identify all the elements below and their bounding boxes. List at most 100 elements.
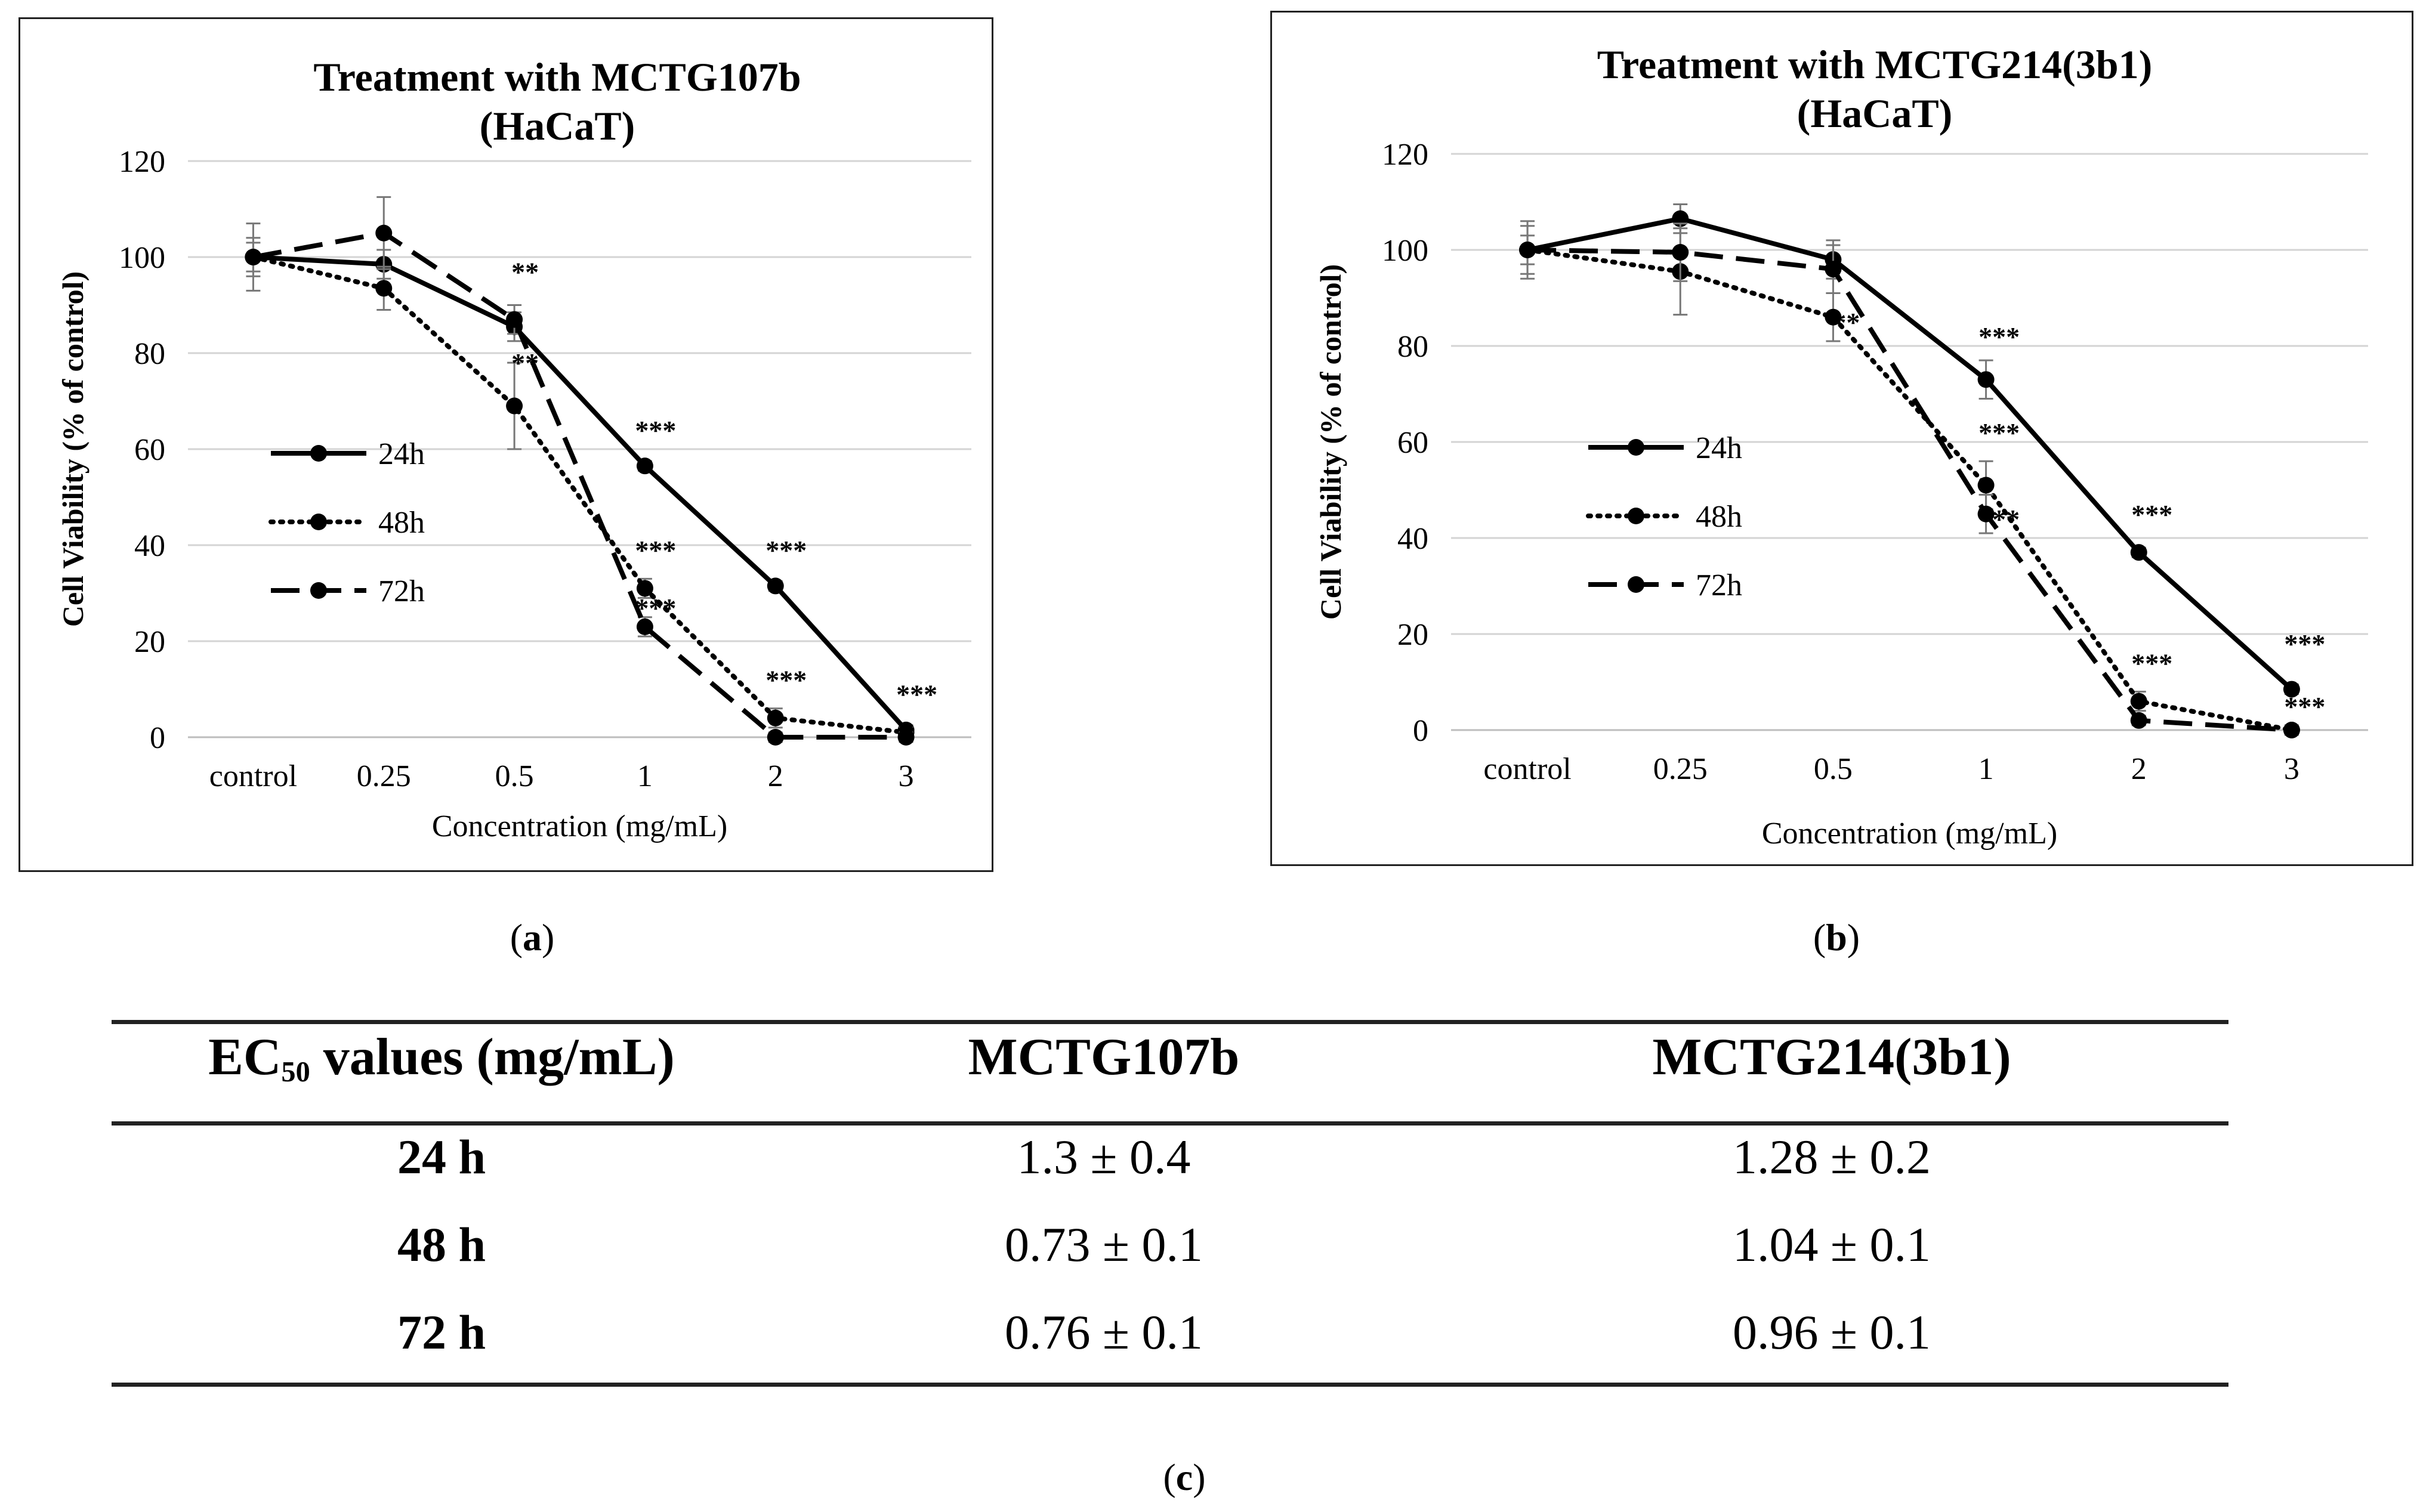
- x-tick-label: 1: [1978, 752, 1994, 786]
- x-tick-label: 3: [2284, 752, 2299, 786]
- table-top-rule: [112, 1020, 2228, 1024]
- legend-label-72h: 72h: [378, 574, 425, 608]
- chart-b-svg: Treatment with MCTG214(3b1)(HaCaT) 0 20 40 6…: [1314, 42, 2368, 851]
- x-tick-label: 0.25: [357, 759, 411, 793]
- y-tick-label: 60: [134, 433, 165, 467]
- table-header-rule: [112, 1121, 2228, 1126]
- significance-marker: ***: [635, 593, 676, 623]
- data-point-48h: [506, 397, 523, 415]
- data-point-72h: [375, 224, 393, 242]
- legend-marker-24h: [310, 445, 327, 462]
- significance-marker: ***: [2284, 691, 2325, 722]
- caption-a: (a): [510, 916, 555, 958]
- chart-title: Treatment with MCTG214(3b1): [1597, 42, 2152, 87]
- y-tick-label: 40: [1397, 522, 1428, 556]
- data-point-48h: [1825, 308, 1842, 326]
- legend-marker-72h: [1628, 576, 1644, 593]
- table-header-col1: MCTG107b: [968, 1028, 1240, 1086]
- significance-marker: ***: [765, 665, 807, 695]
- y-tick-label: 100: [1382, 234, 1428, 268]
- x-tick-label: 0.5: [1814, 752, 1853, 786]
- y-tick-label: 0: [1413, 714, 1428, 748]
- table-header-label: EC50 values (mg/mL): [208, 1028, 675, 1089]
- x-tick-label: 1: [637, 759, 653, 793]
- significance-marker: ***: [635, 535, 676, 565]
- x-tick-label: 3: [899, 759, 914, 793]
- legend-marker-72h: [310, 582, 327, 599]
- data-point-48h: [375, 280, 393, 297]
- significance-marker: ***: [1978, 504, 2020, 534]
- data-point-72h: [1672, 244, 1689, 261]
- data-point-48h: [1977, 477, 1995, 494]
- table-bottom-rule: [112, 1383, 2228, 1387]
- table-row-label: 24 h: [397, 1130, 486, 1184]
- table-row-label: 48 h: [397, 1217, 486, 1272]
- y-tick-label: 100: [119, 241, 165, 275]
- data-point-24h: [636, 457, 653, 475]
- x-axis-label: Concentration (mg/mL): [432, 809, 727, 843]
- data-point-72h: [897, 729, 915, 746]
- significance-marker: **: [1832, 307, 1860, 338]
- data-point-72h: [636, 618, 653, 635]
- table-cell: 0.73 ± 0.1: [1004, 1217, 1203, 1272]
- data-point-72h: [2283, 722, 2300, 738]
- significance-marker: ***: [2131, 648, 2172, 678]
- data-point-72h: [1825, 261, 1842, 278]
- significance-marker: ***: [896, 679, 937, 710]
- x-tick-label: 2: [2131, 752, 2147, 786]
- series-line-24h: [253, 255, 908, 732]
- data-point-24h: [2130, 544, 2147, 561]
- chart-subtitle: (HaCaT): [480, 103, 635, 149]
- data-point-48h: [2130, 692, 2147, 710]
- legend-label-72h: 72h: [1696, 568, 1742, 602]
- table-cell: 1.04 ± 0.1: [1732, 1217, 1931, 1272]
- data-point-48h: [636, 580, 653, 597]
- chart-a-svg: Treatment with MCTG107b(HaCaT) 0 20 40 60 80 1…: [56, 54, 971, 843]
- y-tick-label: 60: [1397, 426, 1428, 460]
- series-line-48h: [1525, 248, 2294, 732]
- series-line-72h: [1527, 248, 2292, 732]
- data-point-72h: [245, 249, 262, 265]
- significance-marker: ***: [1978, 321, 2020, 352]
- data-point-72h: [506, 311, 523, 328]
- table-cell: 0.96 ± 0.1: [1732, 1305, 1931, 1359]
- significance-marker: ***: [635, 415, 676, 446]
- x-tick-label: control: [209, 759, 297, 793]
- series-line-24h: [1527, 216, 2294, 691]
- y-tick-label: 20: [1397, 618, 1428, 652]
- y-tick-label: 0: [150, 721, 165, 755]
- data-point-48h: [767, 709, 784, 726]
- table-cell: 1.3 ± 0.4: [1017, 1130, 1191, 1184]
- legend-label-24h: 24h: [378, 437, 425, 471]
- series-line-48h: [251, 255, 909, 735]
- table-cell: 0.76 ± 0.1: [1004, 1305, 1203, 1359]
- y-tick-label: 20: [134, 625, 165, 659]
- table-row-label: 72 h: [397, 1305, 486, 1359]
- significance-marker: ***: [2131, 499, 2172, 530]
- x-tick-label: control: [1483, 752, 1571, 786]
- data-point-72h: [767, 729, 784, 746]
- legend-label-24h: 24h: [1696, 431, 1742, 465]
- table-cell: 1.28 ± 0.2: [1732, 1130, 1931, 1184]
- legend-marker-48h: [310, 514, 327, 530]
- chart-panel-a: Treatment with MCTG107b (HaCaT) 0 20 40 60 80 1…: [18, 17, 993, 872]
- data-point-72h: [1977, 505, 1995, 522]
- data-point-72h: [2130, 712, 2147, 729]
- significance-marker: ***: [2284, 629, 2325, 659]
- significance-marker: ***: [1978, 418, 2020, 448]
- y-axis-label: Cell Viability (% of control): [56, 271, 89, 627]
- series-line-72h: [252, 230, 906, 740]
- caption-c: (c): [1163, 1456, 1206, 1498]
- significance-marker: **: [511, 348, 539, 378]
- caption-b: (b): [1813, 916, 1860, 958]
- y-tick-label: 120: [1382, 138, 1428, 172]
- x-tick-label: 0.25: [1653, 752, 1708, 786]
- significance-marker: **: [511, 256, 539, 287]
- y-tick-label: 80: [1397, 330, 1428, 364]
- significance-marker: ***: [765, 535, 807, 565]
- table-header-col2: MCTG214(3b1): [1652, 1028, 2011, 1086]
- chart-panel-b: Treatment with MCTG214(3b1) (HaCaT) 0 20 40 6…: [1270, 11, 2413, 866]
- data-point-24h: [767, 577, 784, 595]
- legend-label-48h: 48h: [1696, 500, 1742, 534]
- x-axis-label: Concentration (mg/mL): [1762, 817, 2057, 851]
